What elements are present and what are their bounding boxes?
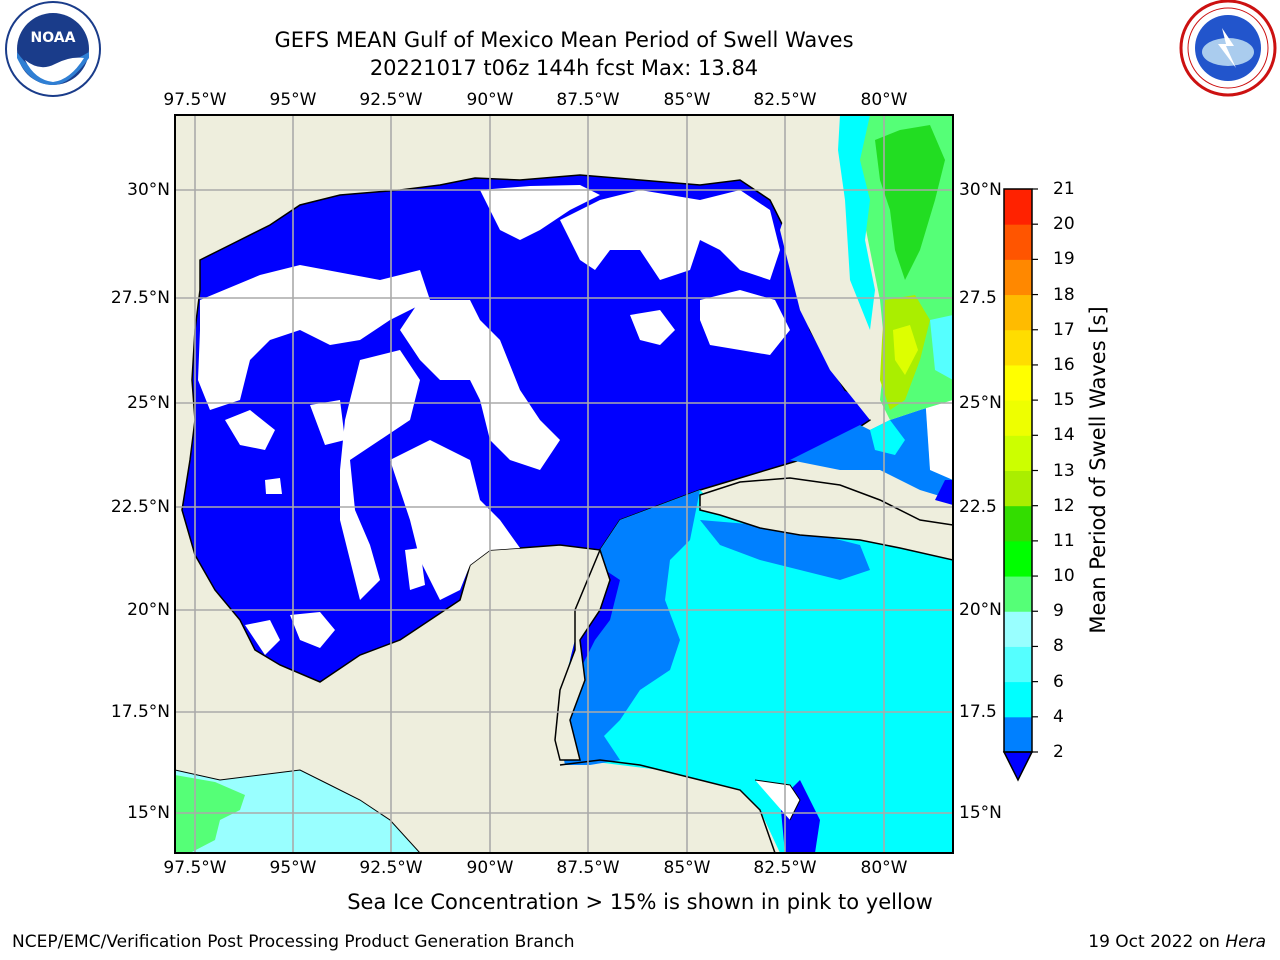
lon-tick-top: 92.5°W (359, 90, 423, 110)
lat-tick-left: 25°N (127, 393, 170, 413)
lon-tick-bottom: 90°W (466, 858, 514, 878)
lat-tick-left: 27.5°N (110, 288, 170, 308)
lat-tick-left: 15°N (127, 803, 170, 823)
colorbar-segment (1004, 716, 1032, 753)
colorbar-label: Mean Period of Swell Waves [s] (1086, 306, 1110, 634)
colorbar-tick-label: 17 (1053, 319, 1075, 340)
colorbar-segment (1004, 364, 1032, 401)
lon-tick-top: 82.5°W (753, 90, 817, 110)
colorbar-tick-label: 14 (1053, 425, 1075, 446)
colorbar-tick-label: 4 (1053, 706, 1064, 727)
lon-tick-bottom: 92.5°W (359, 858, 423, 878)
colorbar-segment (1004, 294, 1032, 331)
nws-logo (1179, 0, 1277, 97)
date-stamp: 19 Oct 2022 on Hera (1088, 932, 1266, 952)
colorbar-segment (1004, 259, 1032, 296)
colorbar-tick-label: 13 (1053, 460, 1075, 481)
colorbar-tick-label: 8 (1053, 636, 1064, 657)
undefined-data-patches (198, 185, 790, 655)
florida (780, 190, 880, 420)
lat-tick-right: 27.5 (959, 288, 997, 308)
colorbar-segment (1004, 400, 1032, 436)
lat-tick-right: 25°N (959, 393, 1002, 413)
date-text: 19 Oct 2022 on (1088, 932, 1226, 952)
colorbar-segment (1004, 435, 1032, 471)
honduras-coast (559, 759, 776, 853)
lon-tick-top: 90°W (466, 90, 514, 110)
colorbar-tick-label: 11 (1053, 530, 1075, 551)
colorbar-tick-label: 12 (1053, 495, 1075, 516)
colorbar-extend-arrow (1002, 751, 1034, 782)
lon-tick-bottom: 87.5°W (556, 858, 620, 878)
noaa-logo-text: NOAA (31, 30, 76, 46)
noaa-logo: NOAA (5, 1, 101, 97)
lat-tick-right: 15°N (959, 803, 1002, 823)
lon-tick-top: 80°W (860, 90, 908, 110)
lon-tick-top: 85°W (663, 90, 711, 110)
colorbar-segment (1004, 681, 1032, 718)
colorbar-segment (1004, 329, 1032, 366)
lat-tick-left: 22.5°N (110, 497, 170, 517)
gridlines (175, 115, 953, 853)
cuba (699, 477, 953, 561)
colorbar-segment (1004, 470, 1032, 507)
caribbean-band-low (570, 570, 620, 680)
lon-tick-bottom: 82.5°W (753, 858, 817, 878)
lat-tick-right: 20°N (959, 600, 1002, 620)
lat-tick-right: 17.5 (959, 702, 997, 722)
colorbar-tick-label: 16 (1053, 354, 1075, 375)
sea-ice-note: Sea Ice Concentration > 15% is shown in … (347, 890, 933, 914)
colorbar (1002, 188, 1038, 782)
lon-tick-bottom: 85°W (663, 858, 711, 878)
lon-tick-bottom: 95°W (269, 858, 317, 878)
caribbean-band-4-6 (560, 490, 700, 760)
pacific-swell (175, 770, 420, 853)
colorbar-tick-label: 19 (1053, 249, 1075, 270)
colorbar-tick-label: 10 (1053, 566, 1075, 587)
lon-tick-top: 97.5°W (163, 90, 227, 110)
colorbar-segment (1004, 646, 1032, 683)
map-area (175, 115, 953, 853)
colorbar-segment (1004, 611, 1032, 647)
mexico-pacific-coast (175, 769, 421, 853)
colorbar-segment (1004, 224, 1032, 260)
lon-tick-bottom: 97.5°W (163, 858, 227, 878)
map-title-line-1: GEFS MEAN Gulf of Mexico Mean Period of … (274, 28, 854, 52)
lat-tick-left: 20°N (127, 600, 170, 620)
colorbar-segment (1004, 189, 1032, 225)
colorbar-tick-label: 20 (1053, 214, 1075, 235)
credit-text: NCEP/EMC/Verification Post Processing Pr… (12, 932, 575, 952)
colorbar-tick-label: 9 (1053, 601, 1064, 622)
colorbar-segment (1004, 576, 1032, 612)
lon-tick-top: 95°W (269, 90, 317, 110)
lat-tick-left: 17.5°N (110, 702, 170, 722)
lat-tick-left: 30°N (127, 180, 170, 200)
colorbar-tick-label: 6 (1053, 671, 1064, 692)
lon-tick-top: 87.5°W (556, 90, 620, 110)
map-frame (174, 114, 954, 854)
lat-tick-right: 22.5 (959, 497, 997, 517)
colorbar-tick-label: 15 (1053, 390, 1075, 411)
colorbar-tick-label: 2 (1053, 742, 1064, 762)
colorbar-segment (1004, 505, 1032, 542)
map-title-line-2: 20221017 t06z 144h fcst Max: 13.84 (369, 56, 759, 80)
machine-name: Hera (1225, 932, 1266, 952)
colorbar-tick-label: 18 (1053, 284, 1075, 305)
lon-tick-bottom: 80°W (860, 858, 908, 878)
colorbar-segment (1004, 540, 1032, 577)
lat-tick-right: 30°N (959, 180, 1002, 200)
colorbar-tick-label: 21 (1053, 179, 1075, 199)
